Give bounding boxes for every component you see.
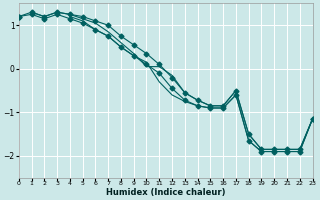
X-axis label: Humidex (Indice chaleur): Humidex (Indice chaleur) <box>106 188 225 197</box>
